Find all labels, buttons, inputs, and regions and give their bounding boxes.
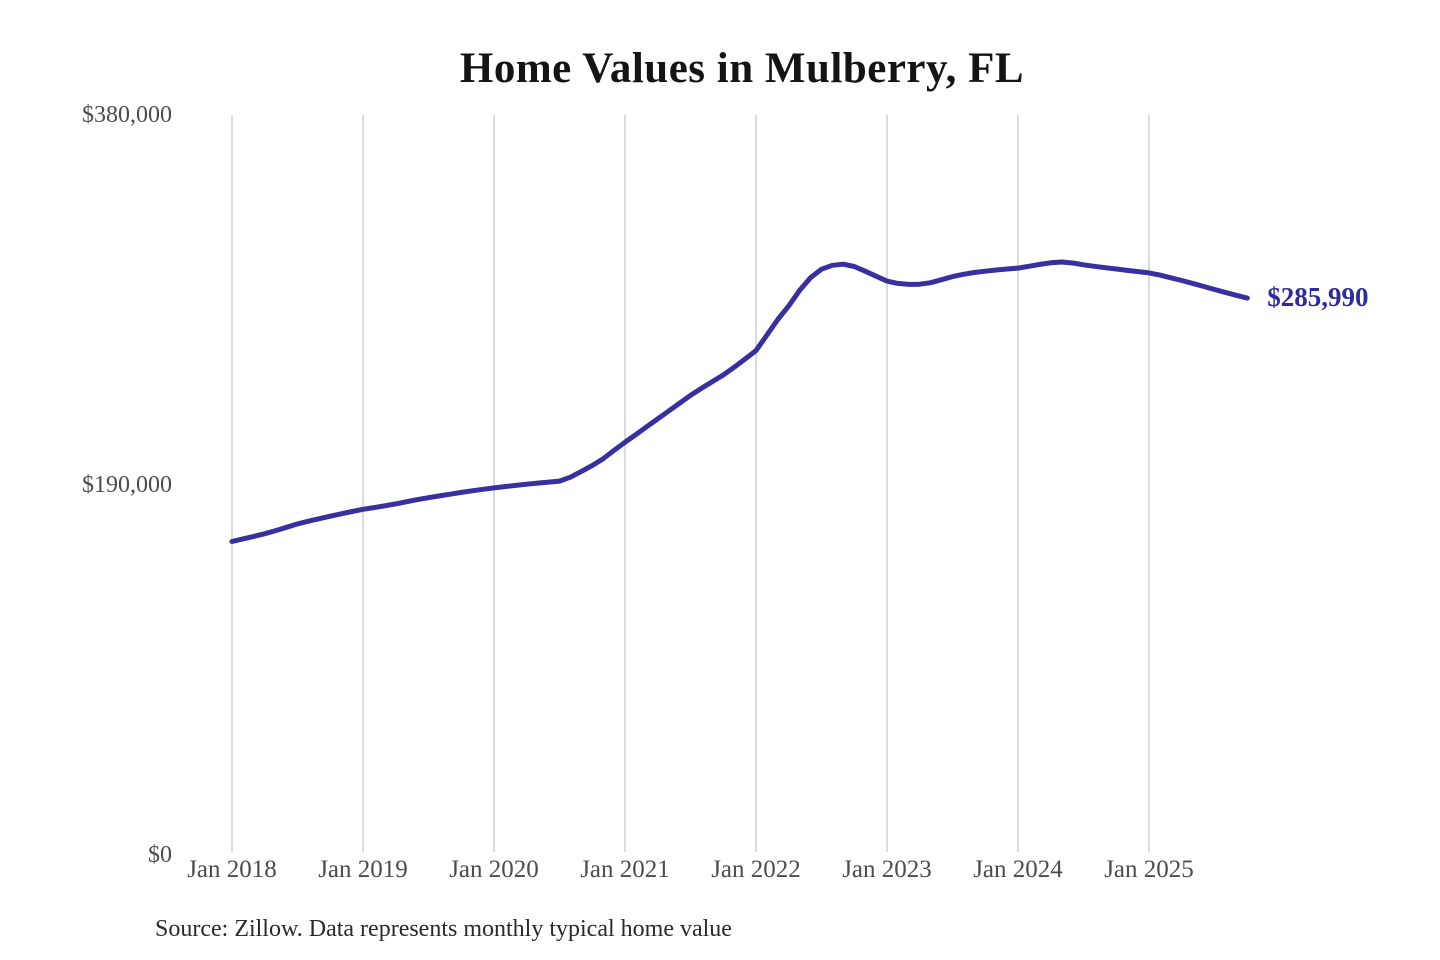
x-tick-label: Jan 2020	[449, 856, 539, 883]
y-axis-labels: $380,000 $190,000 $0	[0, 0, 172, 960]
chart-title: Home Values in Mulberry, FL	[459, 45, 1025, 92]
latest-value-label: $285,990	[1267, 282, 1369, 313]
x-tick-label: Jan 2021	[580, 856, 670, 883]
x-tick-label: Jan 2024	[973, 856, 1063, 883]
x-tick-label: Jan 2025	[1104, 856, 1194, 883]
y-tick-label: $380,000	[82, 102, 172, 128]
source-note: Source: Zillow. Data represents monthly …	[155, 916, 732, 942]
y-tick-label: $190,000	[82, 472, 172, 498]
x-tick-label: Jan 2019	[318, 856, 408, 883]
x-tick-label: Jan 2022	[711, 856, 801, 883]
x-tick-label: Jan 2023	[842, 856, 932, 883]
x-axis-labels: Jan 2018 Jan 2019 Jan 2020 Jan 2021 Jan 2022…	[0, 856, 1440, 890]
y-tick-label: $0	[148, 842, 172, 868]
home-value-line	[229, 259, 1250, 544]
x-tick-label: Jan 2018	[187, 856, 277, 883]
